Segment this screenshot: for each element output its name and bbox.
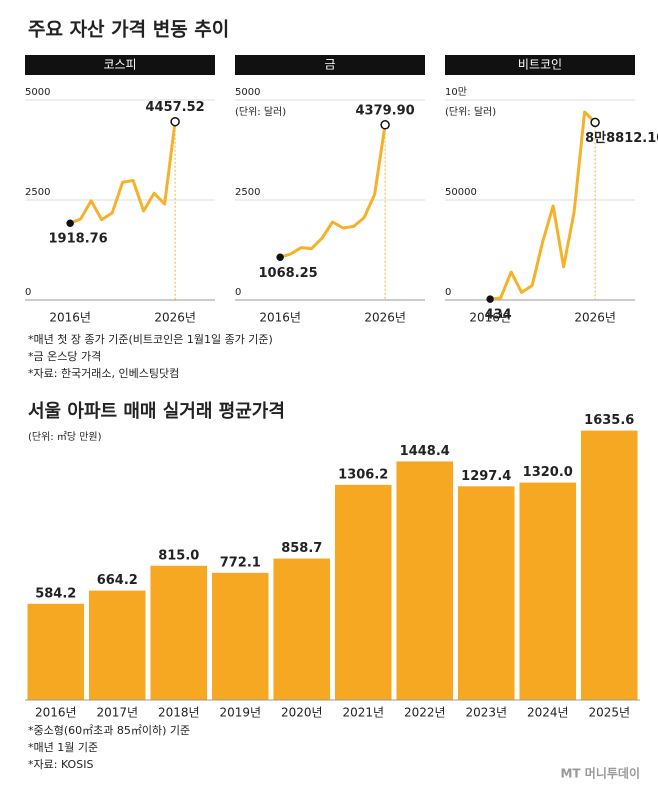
y-tick-label: 5000	[25, 87, 50, 98]
bar	[273, 558, 331, 700]
value-label: 4379.90	[356, 103, 415, 118]
x-tick-label: 2019년	[219, 706, 261, 720]
end-point	[590, 117, 600, 128]
value-label: 1306.2	[338, 467, 388, 482]
x-tick-label: 2026년	[364, 311, 406, 325]
value-label: 815.0	[158, 548, 199, 563]
note: *매년 1월 기준	[28, 741, 98, 754]
main-title: 주요 자산 가격 변동 추이	[28, 19, 229, 41]
start-point	[486, 295, 494, 303]
y-tick-label: 0	[25, 287, 31, 298]
start-point	[66, 219, 74, 227]
y-tick-label: 0	[235, 287, 241, 298]
panel-title: 금	[324, 58, 335, 72]
price-line	[69, 121, 177, 225]
x-tick-label: 2020년	[281, 706, 323, 720]
price-line	[279, 124, 387, 259]
x-tick-label: 2016년	[35, 706, 77, 720]
value-label: 584.2	[35, 586, 76, 601]
value-label: 8만8812.10	[585, 130, 658, 146]
x-tick-label: 2026년	[154, 311, 196, 325]
y-tick-label: 2500	[235, 187, 260, 198]
value-label: 1068.25	[259, 266, 318, 281]
panel-title: 비트코인	[518, 58, 562, 72]
bar	[457, 486, 515, 700]
value-label: 772.1	[220, 555, 261, 570]
value-label: 434	[485, 308, 512, 323]
end-point	[170, 116, 180, 127]
x-tick-label: 2017년	[96, 706, 138, 720]
note: *자료: KOSIS	[28, 758, 93, 771]
chart-title: 서울 아파트 매매 실거래 평균가격	[28, 401, 285, 422]
value-label: 1918.76	[49, 232, 108, 247]
start-point	[276, 253, 284, 262]
unit-label: (단위: 달러)	[235, 105, 286, 118]
panel-header	[445, 55, 635, 75]
x-tick-label: 2016년	[49, 311, 91, 325]
end-point	[380, 120, 390, 130]
y-tick-label: 0	[445, 287, 451, 298]
value-label: 1635.6	[584, 413, 634, 428]
bar	[334, 484, 392, 700]
y-tick-label: 50000	[445, 187, 477, 198]
x-tick-label: 2024년	[527, 706, 569, 720]
bar	[396, 461, 454, 700]
y-tick-label: 2500	[25, 187, 50, 198]
y-tick-label: 5000	[235, 87, 260, 98]
x-tick-label: 2021년	[342, 706, 384, 720]
value-label: 1448.4	[400, 444, 450, 459]
x-tick-label: 2022년	[404, 706, 446, 720]
y-tick-label: 10만	[445, 86, 467, 98]
bar	[580, 430, 638, 700]
x-tick-label: 2018년	[158, 706, 200, 720]
value-label: 1297.4	[461, 469, 511, 484]
logo: MT 머니투데이	[560, 766, 640, 781]
bar	[27, 603, 85, 700]
bar	[150, 565, 208, 700]
value-label: 858.7	[281, 541, 322, 556]
x-tick-label: 2023년	[465, 706, 507, 720]
chart-subtitle: (단위: ㎡당 만원)	[28, 430, 102, 443]
x-tick-label: 2016년	[469, 311, 511, 325]
panel-header	[235, 55, 425, 75]
bar	[88, 590, 146, 700]
price-line	[489, 110, 597, 301]
value-label: 664.2	[97, 573, 138, 588]
panel-header	[25, 55, 215, 75]
bar	[519, 482, 577, 700]
panel-title: 코스피	[103, 58, 136, 72]
unit-label: (단위: 달러)	[445, 105, 496, 118]
note: *중소형(60㎡초과 85㎡이하) 기준	[28, 723, 190, 737]
note: *금 온스당 가격	[28, 350, 101, 363]
value-label: 4457.52	[146, 100, 205, 115]
note: *자료: 한국거래소, 인베스팅닷컴	[28, 367, 179, 380]
value-label: 1320.0	[523, 465, 573, 480]
x-tick-label: 2016년	[259, 311, 301, 325]
note: *매년 첫 장 종가 기준(비트코인은 1월1일 종가 기준)	[28, 332, 273, 346]
x-tick-label: 2025년	[588, 706, 630, 720]
bar	[211, 572, 269, 700]
x-tick-label: 2026년	[574, 311, 616, 325]
